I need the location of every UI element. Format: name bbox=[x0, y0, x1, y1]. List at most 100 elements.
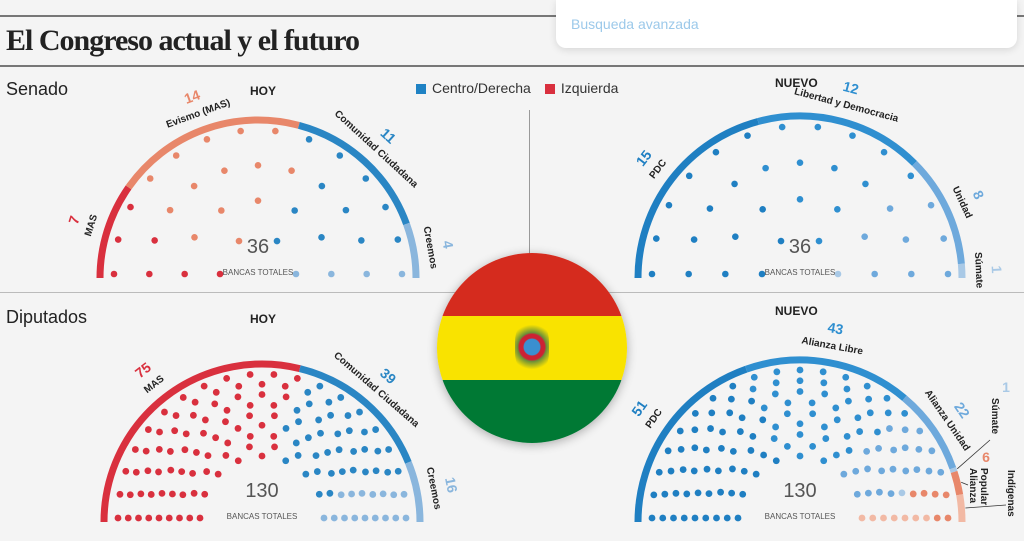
party-arc-3 bbox=[949, 467, 958, 474]
seat-dot bbox=[189, 469, 196, 477]
seat-dot bbox=[887, 490, 895, 498]
seat-dot bbox=[796, 420, 804, 428]
seat-dot bbox=[305, 136, 313, 143]
seat-dot bbox=[752, 470, 760, 478]
seat-dot bbox=[272, 127, 279, 135]
seat-dot bbox=[861, 233, 868, 240]
seat-dot bbox=[126, 491, 134, 499]
seat-dot bbox=[729, 447, 737, 455]
leader-line bbox=[965, 504, 1007, 509]
total-seats-label: BANCAS TOTALES bbox=[227, 512, 298, 521]
seat-dot bbox=[858, 514, 866, 522]
leader-line bbox=[961, 481, 969, 486]
seat-dot bbox=[719, 428, 726, 436]
party-seat-count: 39 bbox=[377, 365, 399, 387]
seat-dot bbox=[738, 414, 746, 422]
seat-dot bbox=[849, 132, 856, 139]
seat-dot bbox=[705, 490, 713, 498]
seat-dot bbox=[234, 425, 242, 432]
seat-dot bbox=[246, 371, 254, 378]
seat-dot bbox=[372, 467, 380, 475]
seat-dot bbox=[727, 395, 735, 403]
seat-dot bbox=[883, 394, 891, 402]
seat-dot bbox=[327, 411, 335, 419]
seat-dot bbox=[135, 514, 142, 522]
seat-dot bbox=[362, 468, 369, 476]
seat-dot bbox=[916, 427, 924, 435]
seat-dot bbox=[809, 442, 817, 450]
seat-dot bbox=[842, 373, 850, 381]
diputados-nuevo-label: NUEVO bbox=[775, 304, 818, 318]
party-seat-count: 75 bbox=[132, 359, 154, 381]
seat-dot bbox=[258, 452, 266, 460]
seat-dot bbox=[394, 467, 402, 475]
seat-dot bbox=[200, 382, 208, 390]
seat-dot bbox=[783, 410, 791, 418]
seat-dot bbox=[740, 467, 748, 475]
seat-dot bbox=[925, 467, 933, 475]
seat-dot bbox=[739, 490, 747, 498]
party-arc-2 bbox=[912, 160, 965, 265]
seat-dot bbox=[659, 514, 667, 522]
seat-dot bbox=[304, 434, 312, 442]
seat-dot bbox=[901, 514, 909, 522]
seat-dot bbox=[254, 162, 262, 169]
seat-dot bbox=[392, 514, 400, 522]
seat-dot bbox=[854, 414, 862, 422]
seat-dot bbox=[772, 379, 780, 387]
seat-dot bbox=[292, 270, 300, 278]
total-seats: 36 bbox=[789, 236, 811, 258]
seat-dot bbox=[749, 385, 757, 393]
party-name-label: Súmate bbox=[972, 252, 985, 289]
seat-dot bbox=[920, 489, 928, 497]
seat-dot bbox=[772, 457, 780, 465]
seat-dot bbox=[691, 409, 699, 417]
seat-dot bbox=[853, 490, 861, 498]
search-dropdown[interactable]: Busqueda avanzada bbox=[556, 0, 1017, 48]
seat-dot bbox=[328, 469, 335, 477]
seat-dot bbox=[122, 467, 130, 475]
seat-dot bbox=[379, 490, 387, 498]
seat-dot bbox=[831, 164, 838, 172]
seat-dot bbox=[796, 159, 804, 166]
title-rule bbox=[0, 65, 1024, 67]
seat-dot bbox=[235, 382, 243, 390]
seat-dot bbox=[361, 445, 369, 453]
seat-dot bbox=[661, 490, 669, 498]
seat-dot bbox=[318, 182, 326, 190]
seat-dot bbox=[865, 395, 873, 403]
party-seat-count: 4 bbox=[440, 239, 457, 250]
advanced-search-link[interactable]: Busqueda avanzada bbox=[571, 16, 699, 32]
party-seat-count: 1 bbox=[989, 265, 1005, 274]
seat-dot bbox=[223, 406, 231, 414]
seat-dot bbox=[167, 466, 175, 474]
party-seat-count: 11 bbox=[378, 125, 400, 147]
party-seat-count: 12 bbox=[841, 78, 860, 98]
seat-dot bbox=[677, 445, 685, 453]
seat-dot bbox=[834, 270, 842, 278]
seat-dot bbox=[372, 426, 380, 433]
seat-dot bbox=[179, 491, 187, 499]
party-arc-0 bbox=[96, 185, 132, 279]
seat-dot bbox=[222, 452, 230, 459]
seat-dot bbox=[181, 446, 189, 454]
seat-dot bbox=[382, 203, 389, 211]
seat-dot bbox=[722, 270, 729, 278]
seat-dot bbox=[690, 236, 698, 243]
seat-dot bbox=[382, 514, 389, 522]
seat-dot bbox=[246, 412, 253, 420]
seat-dot bbox=[216, 270, 224, 278]
seat-dot bbox=[165, 514, 173, 522]
bolivia-flag-icon bbox=[437, 253, 627, 443]
seat-dot bbox=[931, 490, 939, 498]
seat-dot bbox=[856, 428, 864, 435]
seat-dot bbox=[292, 439, 300, 447]
seat-dot bbox=[909, 490, 917, 498]
seat-dot bbox=[871, 270, 878, 278]
seat-dot bbox=[155, 445, 163, 453]
seat-dot bbox=[676, 427, 684, 435]
seat-dot bbox=[667, 467, 675, 475]
seat-dot bbox=[316, 382, 324, 390]
seat-dot bbox=[155, 468, 162, 476]
seat-dot bbox=[683, 490, 691, 498]
